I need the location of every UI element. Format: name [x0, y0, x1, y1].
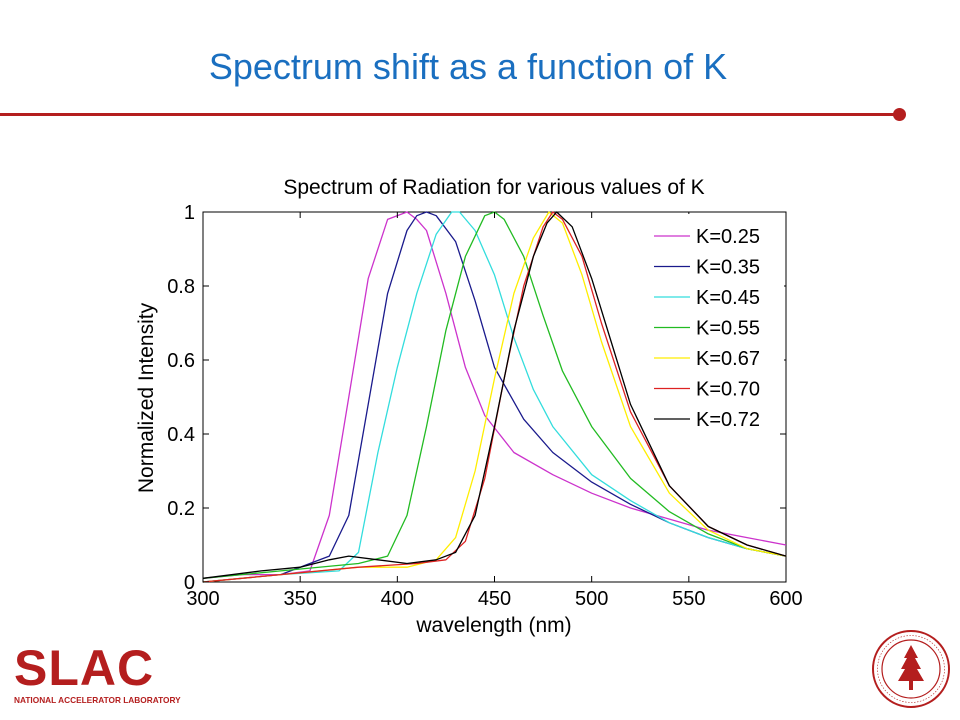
legend-label: K=0.45	[696, 287, 760, 309]
y-tick-label: 0.8	[167, 276, 195, 298]
series-line-k-0-35	[202, 211, 787, 583]
slac-logo-wordmark: SLAC	[14, 640, 155, 696]
x-tick-label: 400	[381, 588, 414, 610]
legend-label: K=0.55	[696, 318, 760, 340]
x-tick-label: 500	[575, 588, 608, 610]
y-tick-label: 0	[184, 572, 195, 594]
y-tick-label: 0.4	[167, 424, 195, 446]
y-tick-label: 0.2	[167, 498, 195, 520]
title-underline-dot	[893, 108, 906, 121]
title-underline	[0, 113, 896, 116]
x-axis-label: wavelength (nm)	[415, 614, 571, 637]
y-tick-label: 1	[184, 202, 195, 224]
x-tick-label: 300	[186, 588, 219, 610]
y-tick-label: 0.6	[167, 350, 195, 372]
legend-label: K=0.72	[696, 409, 760, 431]
legend-label: K=0.25	[696, 226, 760, 248]
series-line-k-0-72	[202, 211, 787, 579]
legend-label: K=0.35	[696, 257, 760, 279]
legend-label: K=0.67	[696, 348, 760, 370]
x-tick-label: 600	[769, 588, 802, 610]
chart-title: Spectrum of Radiation for various values…	[283, 176, 704, 199]
stanford-seal-icon	[872, 630, 950, 708]
series-line-k-0-55	[202, 211, 787, 579]
series-line-k-0-45	[202, 211, 787, 583]
y-axis-label: Normalized Intensity	[135, 302, 158, 493]
slide-title: Spectrum shift as a function of K	[208, 46, 728, 87]
slac-logo-subtitle: NATIONAL ACCELERATOR LABORATORY	[14, 695, 181, 705]
x-tick-label: 450	[478, 588, 511, 610]
legend-box	[648, 214, 784, 432]
series-line-k-0-67	[202, 211, 787, 583]
slac-logo: SLAC NATIONAL ACCELERATOR LABORATORY	[14, 640, 181, 707]
legend-label: K=0.70	[696, 379, 760, 401]
x-tick-label: 350	[283, 588, 316, 610]
x-tick-label: 550	[672, 588, 705, 610]
